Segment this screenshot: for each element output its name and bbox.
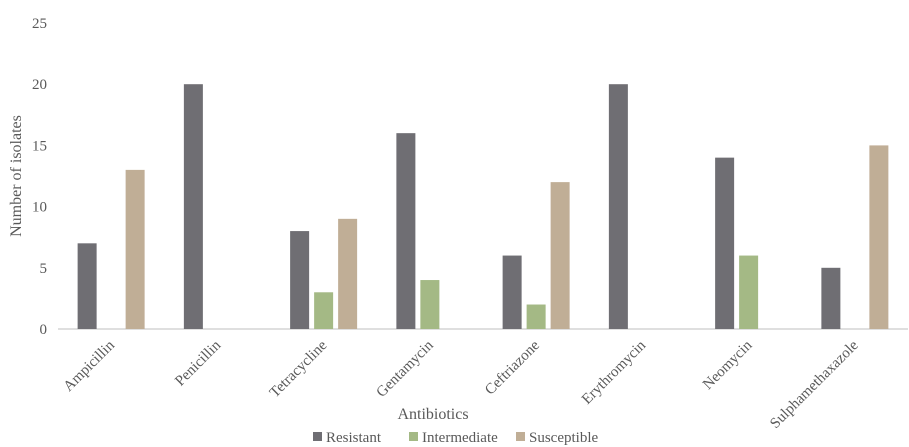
y-tick-label: 25 — [32, 16, 47, 32]
legend-swatch-susceptible — [516, 432, 525, 441]
bar-resistant — [715, 157, 735, 329]
bar-intermediate — [739, 255, 759, 329]
legend-label-resistant: Resistant — [326, 430, 382, 446]
y-tick-label: 0 — [40, 322, 48, 338]
y-tick-label: 10 — [32, 200, 47, 216]
legend: Resistant Intermediate Susceptible — [313, 430, 598, 446]
x-axis-title: Antibiotics — [397, 406, 468, 423]
bar-resistant — [608, 84, 628, 329]
x-category-label: Neomycin — [700, 337, 756, 393]
bar-resistant — [77, 243, 97, 329]
legend-swatch-resistant — [313, 432, 322, 441]
y-axis-ticks: 0 5 10 15 20 25 — [32, 16, 47, 338]
bar-susceptible — [550, 182, 570, 329]
bar-resistant — [183, 84, 203, 329]
bars — [77, 84, 889, 329]
bar-resistant — [290, 231, 310, 329]
x-category-label: Ampicillin — [61, 337, 119, 395]
y-tick-label: 5 — [40, 261, 48, 277]
bar-intermediate — [420, 280, 440, 329]
bar-resistant — [502, 255, 522, 329]
legend-swatch-intermediate — [409, 432, 418, 441]
bar-intermediate — [526, 304, 546, 329]
bar-resistant — [396, 133, 416, 329]
bar-intermediate — [314, 292, 334, 329]
bar-susceptible — [869, 145, 889, 329]
x-category-label: Penicillin — [172, 337, 224, 389]
y-axis-title: Number of isolates — [8, 115, 25, 237]
y-tick-label: 20 — [32, 77, 47, 93]
x-category-label: Tetracycline — [267, 337, 331, 401]
bar-susceptible — [125, 169, 145, 329]
x-category-label: Gentamycin — [374, 337, 438, 401]
y-tick-label: 15 — [32, 138, 47, 154]
legend-label-susceptible: Susceptible — [529, 430, 598, 446]
x-category-label: Erythromycin — [579, 337, 650, 408]
bar-susceptible — [338, 218, 358, 329]
x-category-label: Sulphamethaxazole — [767, 337, 862, 432]
legend-label-intermediate: Intermediate — [422, 430, 498, 446]
bar-resistant — [821, 267, 841, 329]
x-category-label: Ceftriazone — [482, 337, 543, 398]
